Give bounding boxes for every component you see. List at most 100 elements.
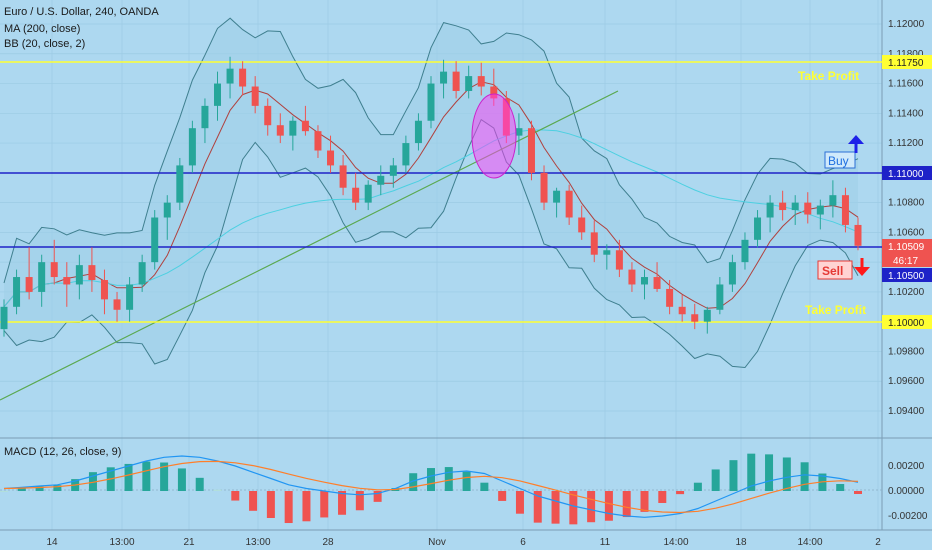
candle-body [276, 125, 284, 136]
candle-body [841, 195, 849, 225]
candle-body [0, 306, 8, 330]
candle-body [214, 83, 221, 106]
candle-body [176, 165, 184, 203]
candle-body [314, 131, 322, 151]
price-tick-label: 1.11800 [888, 49, 924, 60]
buy-label-box [824, 151, 856, 169]
macd-histogram-bar [302, 491, 311, 522]
candle-body [854, 224, 862, 246]
macd-histogram [0, 453, 862, 525]
time-tick-label: 2 [875, 537, 881, 548]
macd-histogram-bar [249, 491, 258, 511]
candle-body [226, 68, 234, 84]
candle-body [251, 86, 259, 106]
time-tick-label: 14:00 [797, 537, 822, 548]
candle-body [716, 284, 724, 310]
macd-histogram-bar [747, 453, 756, 491]
svg-text:1.11000: 1.11000 [888, 169, 924, 180]
price-tick-label: 1.09600 [888, 376, 925, 387]
macd-legend: MACD (12, 26, close, 9) [4, 446, 122, 458]
macd-histogram-bar [231, 491, 240, 501]
arrow-down-icon [854, 258, 870, 276]
macd-histogram-bar [515, 491, 524, 514]
price-tag-buy-level: 1.11000 [882, 166, 932, 180]
candle-body [741, 239, 749, 263]
buy-label: Buy [828, 154, 849, 168]
price-tick-label: 1.10600 [888, 227, 925, 238]
candle-body [691, 314, 699, 322]
time-tick-label: Nov [428, 537, 446, 548]
candle-body [553, 190, 561, 203]
candle-body [389, 165, 397, 176]
take-profit-top-label: Take Profit [798, 69, 859, 83]
candle-body [188, 128, 196, 166]
bollinger-upper-band [3, 17, 859, 284]
highlight-ellipse[interactable] [471, 93, 517, 179]
macd-histogram-bar [498, 491, 507, 501]
macd-histogram-bar [124, 463, 133, 491]
candle-body [653, 277, 661, 289]
candle-body [804, 202, 812, 215]
macd-histogram-bar [444, 467, 453, 491]
candle-body [50, 262, 58, 278]
candle-body [766, 202, 774, 218]
candle-body [440, 71, 448, 84]
ma-legend: MA (200, close) [4, 23, 81, 35]
macd-histogram-bar [658, 491, 667, 503]
ma-200-line [3, 129, 859, 308]
candle-body [490, 86, 498, 99]
candle-body [678, 306, 686, 315]
take-profit-bottom-label: Take Profit [805, 303, 866, 317]
macd-histogram-bar [729, 460, 738, 491]
candle-body [477, 76, 485, 87]
candle-body [239, 68, 247, 87]
time-tick-label: 14:00 [663, 537, 688, 548]
candle-body [100, 280, 108, 300]
candle-body [13, 277, 21, 307]
macd-histogram-bar [693, 482, 702, 491]
candle-body [126, 284, 134, 310]
bb-legend: BB (20, close, 2) [4, 38, 86, 50]
bollinger-lower-band [3, 118, 859, 369]
candle-body [339, 165, 347, 188]
macd-histogram-bar [177, 468, 186, 491]
candle-body [38, 262, 46, 292]
candle-body [754, 217, 762, 240]
candle-body [728, 262, 736, 285]
candle-body [301, 120, 309, 132]
candle-body [791, 202, 799, 211]
candle-body [402, 143, 410, 166]
time-tick-label: 28 [322, 537, 334, 548]
candle-body [829, 195, 837, 206]
candle-body [703, 309, 711, 322]
macd-histogram-bar [17, 488, 26, 491]
candle-body [113, 299, 121, 310]
price-tag-tp-top: 1.11750 [882, 55, 932, 69]
sell-label: Sell [822, 264, 843, 278]
candle-body [641, 277, 648, 285]
price-tick-label: 1.09400 [888, 406, 925, 417]
macd-tick-label: 0.00000 [888, 486, 925, 497]
candle-body [25, 277, 33, 292]
price-tag-tp-bottom: 1.10000 [882, 315, 932, 329]
macd-histogram-bar [711, 469, 720, 491]
candle-body [590, 232, 598, 255]
macd-histogram-bar [765, 454, 774, 491]
macd-histogram-bar [409, 473, 418, 491]
price-tick-label: 1.10800 [888, 198, 925, 209]
macd-tick-label: -0.00200 [888, 511, 928, 522]
macd-histogram-bar [284, 491, 293, 524]
candle-body [779, 202, 787, 211]
macd-histogram-bar [836, 484, 845, 491]
price-tick-label: 1.12000 [888, 19, 925, 30]
candle-body [452, 71, 460, 91]
svg-text:1.10509: 1.10509 [888, 242, 925, 253]
candle-body [515, 128, 523, 136]
macd-histogram-bar [213, 489, 222, 491]
macd-histogram-bar [854, 491, 862, 494]
candle-body [63, 277, 71, 285]
candlestick-series [0, 56, 862, 337]
macd-histogram-bar [622, 491, 631, 518]
candle-body [628, 269, 636, 285]
